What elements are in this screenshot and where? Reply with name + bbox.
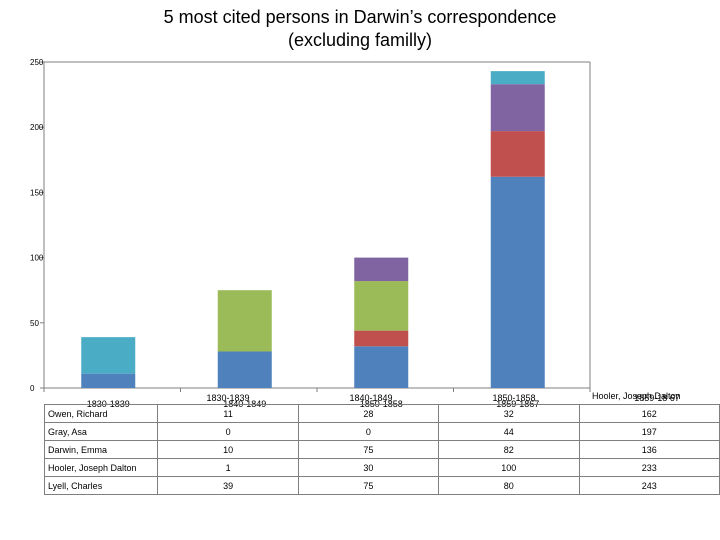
bar-segment-lyell-charles <box>81 337 136 374</box>
table-cell: 44 <box>438 422 580 441</box>
table-cell: 11 <box>157 404 299 423</box>
table-cell: 0 <box>297 422 440 441</box>
table-column-header: 1840-1849 <box>349 393 392 403</box>
table-row-label: Lyell, Charles <box>43 476 159 495</box>
bar-segment-owen-richard <box>490 176 545 388</box>
bar-segment-gray-asa <box>490 131 545 177</box>
table-cell: 75 <box>297 440 440 459</box>
table-cell: 197 <box>578 422 720 441</box>
table-cell: 28 <box>297 404 440 423</box>
table-row-label: Owen, Richard <box>43 404 159 423</box>
table-row: Lyell, Charles 39 75 80 243 <box>43 476 720 495</box>
table-cell: 39 <box>157 476 299 495</box>
table-column-header: 1830-1839 <box>206 393 249 403</box>
table-row-label: Hooler, Joseph Dalton <box>43 458 159 477</box>
bar-segment-owen-richard <box>217 351 272 388</box>
y-tick-label: 200 <box>30 123 44 132</box>
table-cell: 0 <box>157 422 299 441</box>
table-cell: 1 <box>157 458 299 477</box>
bar-segment-owen-richard <box>81 373 136 388</box>
table-row-label: Gray, Asa <box>43 422 159 441</box>
table-cell: 32 <box>438 404 580 423</box>
bar-segment-owen-richard <box>354 346 409 388</box>
chart-subtitle: (excluding familly) <box>287 30 433 50</box>
table-row: Gray, Asa 0 0 44 197 <box>43 422 720 441</box>
table-row: Owen, Richard 11 28 32 162 <box>43 404 720 423</box>
bar-segment-darwin-emma <box>354 281 409 331</box>
bar-segment-lyell-charles <box>490 71 545 85</box>
table-row: Hooler, Joseph Dalton 1 30 100 233 <box>43 458 720 477</box>
table-cell: 82 <box>438 440 580 459</box>
table-cell: 243 <box>578 476 720 495</box>
table-column-header: 1850-1858 <box>492 393 535 403</box>
bar-segment-darwin-emma <box>217 290 272 352</box>
table-cell: 10 <box>157 440 299 459</box>
table-cell: 162 <box>578 404 720 423</box>
bars <box>81 71 545 388</box>
y-tick-label: 250 <box>30 58 44 67</box>
y-tick-label: 50 <box>30 319 39 328</box>
bar-segment-hooler-joseph-dalton <box>490 84 545 132</box>
chart-title: 5 most cited persons in Darwin’s corresp… <box>163 7 557 27</box>
chart-title-block: 5 most cited persons in Darwin’s corresp… <box>60 6 660 52</box>
y-tick-label: 100 <box>30 254 44 263</box>
table-cell: 80 <box>438 476 580 495</box>
legend-label: Hooler, Joseph Dalton <box>592 391 681 401</box>
table-cell: 100 <box>438 458 580 477</box>
bar-segment-hooler-joseph-dalton <box>354 257 409 282</box>
y-tick-label: 0 <box>30 384 35 393</box>
table-cell: 30 <box>297 458 440 477</box>
table-cell: 75 <box>297 476 440 495</box>
y-axis-ticks: 0 50 100 150 200 250 <box>30 58 44 393</box>
table-row-label: Darwin, Emma <box>43 440 159 459</box>
y-tick-label: 150 <box>30 188 44 197</box>
table-cell: 136 <box>578 440 720 459</box>
bar-segment-gray-asa <box>354 330 409 347</box>
table-cell: 233 <box>578 458 720 477</box>
table-column-header: 1859-18 67 <box>634 393 680 403</box>
table-row: Darwin, Emma 10 75 82 136 <box>43 440 720 459</box>
